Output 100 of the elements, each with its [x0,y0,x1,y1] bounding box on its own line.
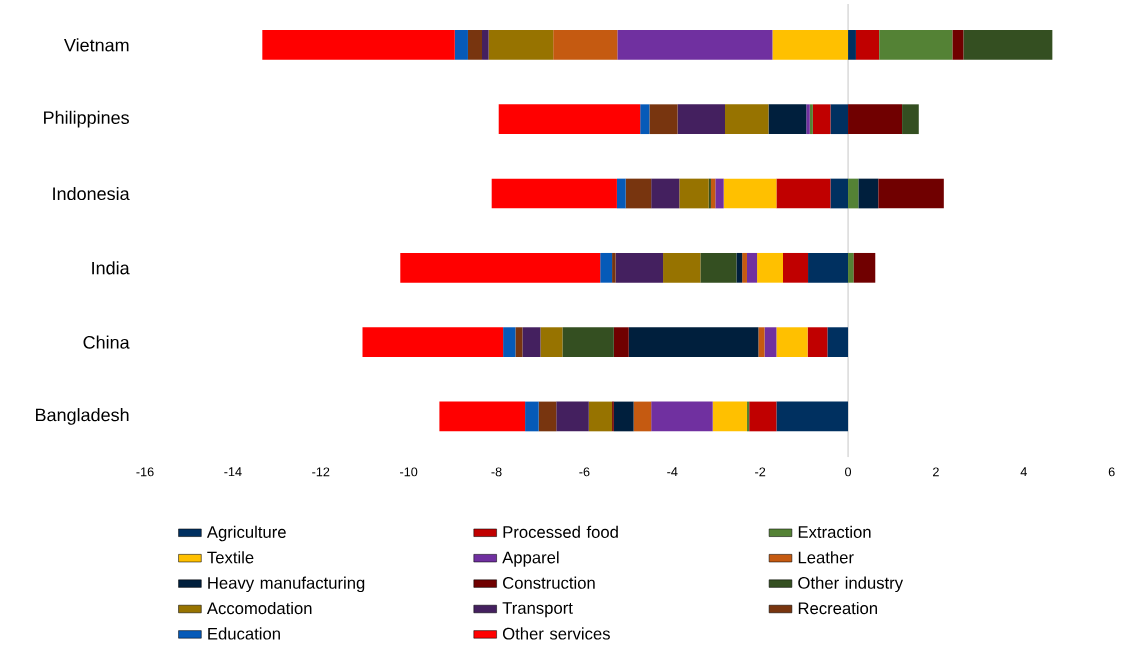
x-tick-label: 4 [1020,467,1027,477]
bar [830,178,849,209]
x-tick-label: -12 [312,467,330,477]
bar [712,401,747,432]
bar [776,327,808,358]
legend-label: Education [208,627,280,640]
bar [600,252,613,283]
legend-label: Extraction [798,525,871,538]
bar [522,327,541,358]
bar [736,252,743,283]
bar [952,30,964,60]
bar [808,252,849,283]
bar [853,252,876,283]
bar [827,327,849,358]
y-tick-label: Philippines [44,110,129,128]
bar [553,30,618,60]
bar [538,401,557,432]
legend-label: Textile [207,551,254,564]
bar [783,252,809,283]
bar [749,401,777,432]
bar [503,327,516,358]
bar [830,104,849,135]
bar [772,30,849,60]
bar [649,104,678,135]
x-tick-label: -16 [136,467,154,477]
y-tick-label: China [83,335,130,349]
bar [848,104,903,135]
bar [764,327,777,358]
bar [400,252,601,283]
bar [963,30,1053,60]
x-tick-label: -2 [755,467,766,477]
bar [807,327,828,358]
x-tick-label: 0 [845,467,852,477]
legend-label: Leather [798,551,854,564]
bar [768,104,807,135]
y-tick-label: Bangladesh [36,408,129,425]
bar [628,327,759,358]
bar [525,401,539,432]
x-tick-label: -10 [400,467,418,477]
legend-label: Other services [502,627,610,640]
legend-label: Processed food [503,525,618,538]
bar [556,401,589,432]
bar [651,401,713,432]
bar [776,178,831,209]
bar [362,327,504,358]
bar [715,178,724,209]
bar [498,104,641,135]
bar [613,401,634,432]
legend-label: Recreation [798,601,877,615]
bar [855,30,880,60]
bar [812,104,831,135]
bar [540,327,563,358]
bar [488,30,554,60]
bar [878,178,944,209]
bar [723,178,777,209]
bar [879,30,953,60]
legend-label: Construction [503,576,595,589]
bar [776,401,849,432]
bar [515,327,523,358]
bar [742,252,747,283]
bar [613,327,629,358]
bar [848,30,856,60]
bar [617,30,773,60]
legend-label: Accomodation [206,601,312,615]
bar [858,178,879,209]
bar [633,401,652,432]
legend-label: Apparel [502,551,559,567]
x-tick-label: -4 [667,467,678,477]
bar [902,104,919,135]
bar [677,104,725,135]
bar [588,401,613,432]
x-tick-label: 6 [1108,467,1115,477]
bar [439,401,526,432]
legend-label: Heavy manufacturing [208,576,365,593]
y-tick-label: India [92,261,130,275]
bar [615,252,664,283]
bar [562,327,614,358]
bar [262,30,455,60]
bar [725,104,769,135]
bar [625,178,652,209]
bar [467,30,483,60]
x-tick-label: -8 [491,467,502,477]
bar [616,178,626,209]
bar [758,327,765,358]
legend-label: Transport [502,602,573,618]
bar [482,30,489,60]
x-tick-label: -6 [579,467,590,477]
y-tick-label: Vietnam [64,38,129,52]
bar [700,252,737,283]
x-tick-label: 2 [933,467,939,477]
bar [848,252,854,283]
x-tick-label: -14 [224,467,242,477]
bar [679,178,709,209]
bar [746,252,758,283]
bar [491,178,617,209]
bar [454,30,468,60]
bar [848,178,859,209]
bar [612,252,616,283]
y-tick-label: Indonesia [53,186,130,201]
bar [757,252,783,283]
